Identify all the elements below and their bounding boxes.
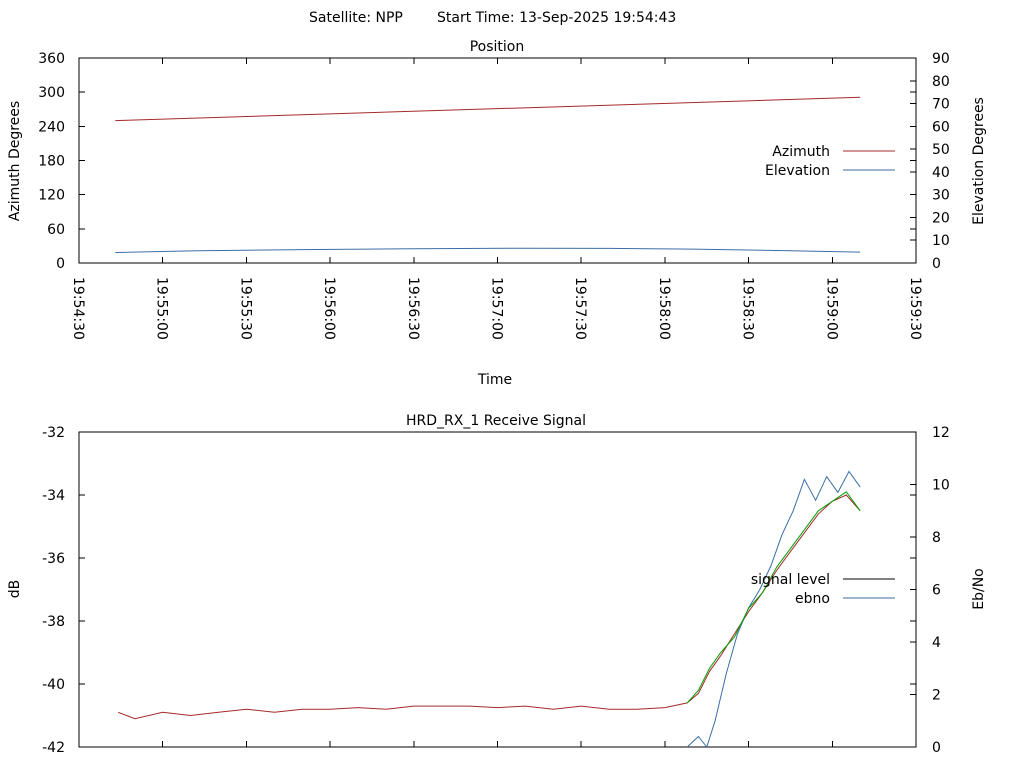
- position-y2-tick-label: 30: [932, 188, 950, 204]
- signal-y2-tick-label: 4: [932, 635, 941, 651]
- position-legend: Azimuth Elevation: [765, 144, 895, 179]
- position-x-tick-label: 19:59:00: [823, 277, 839, 340]
- position-x-tick-label: 19:57:00: [489, 277, 505, 340]
- signal-y-tick-label: -42: [42, 740, 65, 756]
- position-y2-tick-label: 60: [932, 119, 950, 135]
- signal-y2-tick-label: 12: [932, 425, 950, 441]
- series-ebno-line: [686, 470, 861, 749]
- position-x-tick-label: 19:59:30: [907, 277, 923, 340]
- position-x-tick-label: 19:57:30: [572, 277, 588, 340]
- signal-y-label: dB: [7, 580, 23, 599]
- position-x-tick-label: 19:55:00: [154, 277, 170, 340]
- position-title: Position: [470, 39, 525, 55]
- position-y-tick-label: 180: [38, 154, 65, 170]
- position-y2-tick-label: 0: [932, 256, 941, 272]
- position-y2-tick-label: 90: [932, 51, 950, 67]
- legend-ebno-label: ebno: [795, 591, 830, 607]
- position-x-tick-label: 19:58:30: [740, 277, 756, 340]
- signal-y2-tick-label: 8: [932, 530, 941, 546]
- position-x-ticks: 19:54:30 19:55:00 19:55:30 19:56:00 19:56:30…: [70, 58, 923, 340]
- position-y2-tick-label: 80: [932, 74, 950, 90]
- position-series: [115, 96, 861, 253]
- position-y2-tick-label: 50: [932, 142, 950, 158]
- position-y-tick-label: 300: [38, 85, 65, 101]
- legend-elevation-label: Elevation: [765, 163, 830, 179]
- signal-y-tick-label: -40: [42, 677, 65, 693]
- legend-signal-level-label: signal level: [751, 572, 830, 588]
- signal-y2-tick-label: 2: [932, 688, 941, 704]
- position-y2-tick-label: 10: [932, 233, 950, 249]
- position-y-ticks: 0 60 120 180 240 300 360: [38, 51, 916, 272]
- position-y-label: Azimuth Degrees: [7, 101, 23, 221]
- signal-y2-tick-label: 10: [932, 478, 950, 494]
- header-satellite: Satellite: NPP: [309, 10, 403, 26]
- position-x-tick-label: 19:54:30: [70, 277, 86, 340]
- series-green-trace-line: [686, 491, 861, 704]
- signal-y-tick-label: -38: [42, 614, 65, 630]
- signal-plot-frame: [78, 431, 917, 748]
- position-y-tick-label: 0: [56, 256, 65, 272]
- position-y-tick-label: 240: [38, 119, 65, 135]
- position-y2-ticks: 0 10 20 30 40 50 60 70 80 90: [910, 51, 950, 272]
- position-x-tick-label: 19:56:00: [321, 277, 337, 340]
- series-azimuth-line: [115, 96, 861, 122]
- position-x-label: Time: [477, 372, 512, 388]
- signal-series: [117, 470, 861, 749]
- position-y2-tick-label: 40: [932, 165, 950, 181]
- position-y-tick-label: 120: [38, 188, 65, 204]
- position-chart: Position Azimuth Degrees Elevation Degre…: [7, 39, 987, 388]
- signal-y-tick-label: -36: [42, 551, 65, 567]
- position-plot-frame: [78, 57, 917, 264]
- position-y2-tick-label: 20: [932, 210, 950, 226]
- position-y-tick-label: 60: [47, 222, 65, 238]
- position-y2-tick-label: 70: [932, 97, 950, 113]
- position-y-tick-label: 360: [38, 51, 65, 67]
- signal-y2-tick-label: 0: [932, 740, 941, 756]
- series-elevation-line: [115, 247, 861, 253]
- signal-title: HRD_RX_1 Receive Signal: [406, 413, 586, 429]
- position-x-tick-label: 19:56:30: [405, 277, 421, 340]
- signal-chart: HRD_RX_1 Receive Signal dB Eb/No -32-34-…: [7, 413, 987, 756]
- position-y2-label: Elevation Degrees: [971, 97, 987, 225]
- legend-azimuth-label: Azimuth: [772, 144, 830, 160]
- signal-legend: signal level ebno: [751, 572, 895, 607]
- signal-y2-tick-label: 6: [932, 583, 941, 599]
- signal-y2-label: Eb/No: [971, 568, 987, 610]
- position-x-tick-label: 19:55:30: [237, 277, 253, 340]
- series-signal-level-line: [117, 494, 861, 720]
- signal-y-ticks: -32 -34 -36 -38 -40 -42: [42, 425, 916, 756]
- signal-y-tick-label: -32: [42, 425, 65, 441]
- signal-x-ticks: [78, 741, 917, 747]
- position-x-tick-label: 19:58:00: [656, 277, 672, 340]
- signal-y-tick-label: -34: [42, 488, 65, 504]
- signal-y2-ticks: 0 2 4 6 8 10 12: [910, 425, 950, 756]
- header-start-time: Start Time: 13-Sep-2025 19:54:43: [437, 10, 676, 26]
